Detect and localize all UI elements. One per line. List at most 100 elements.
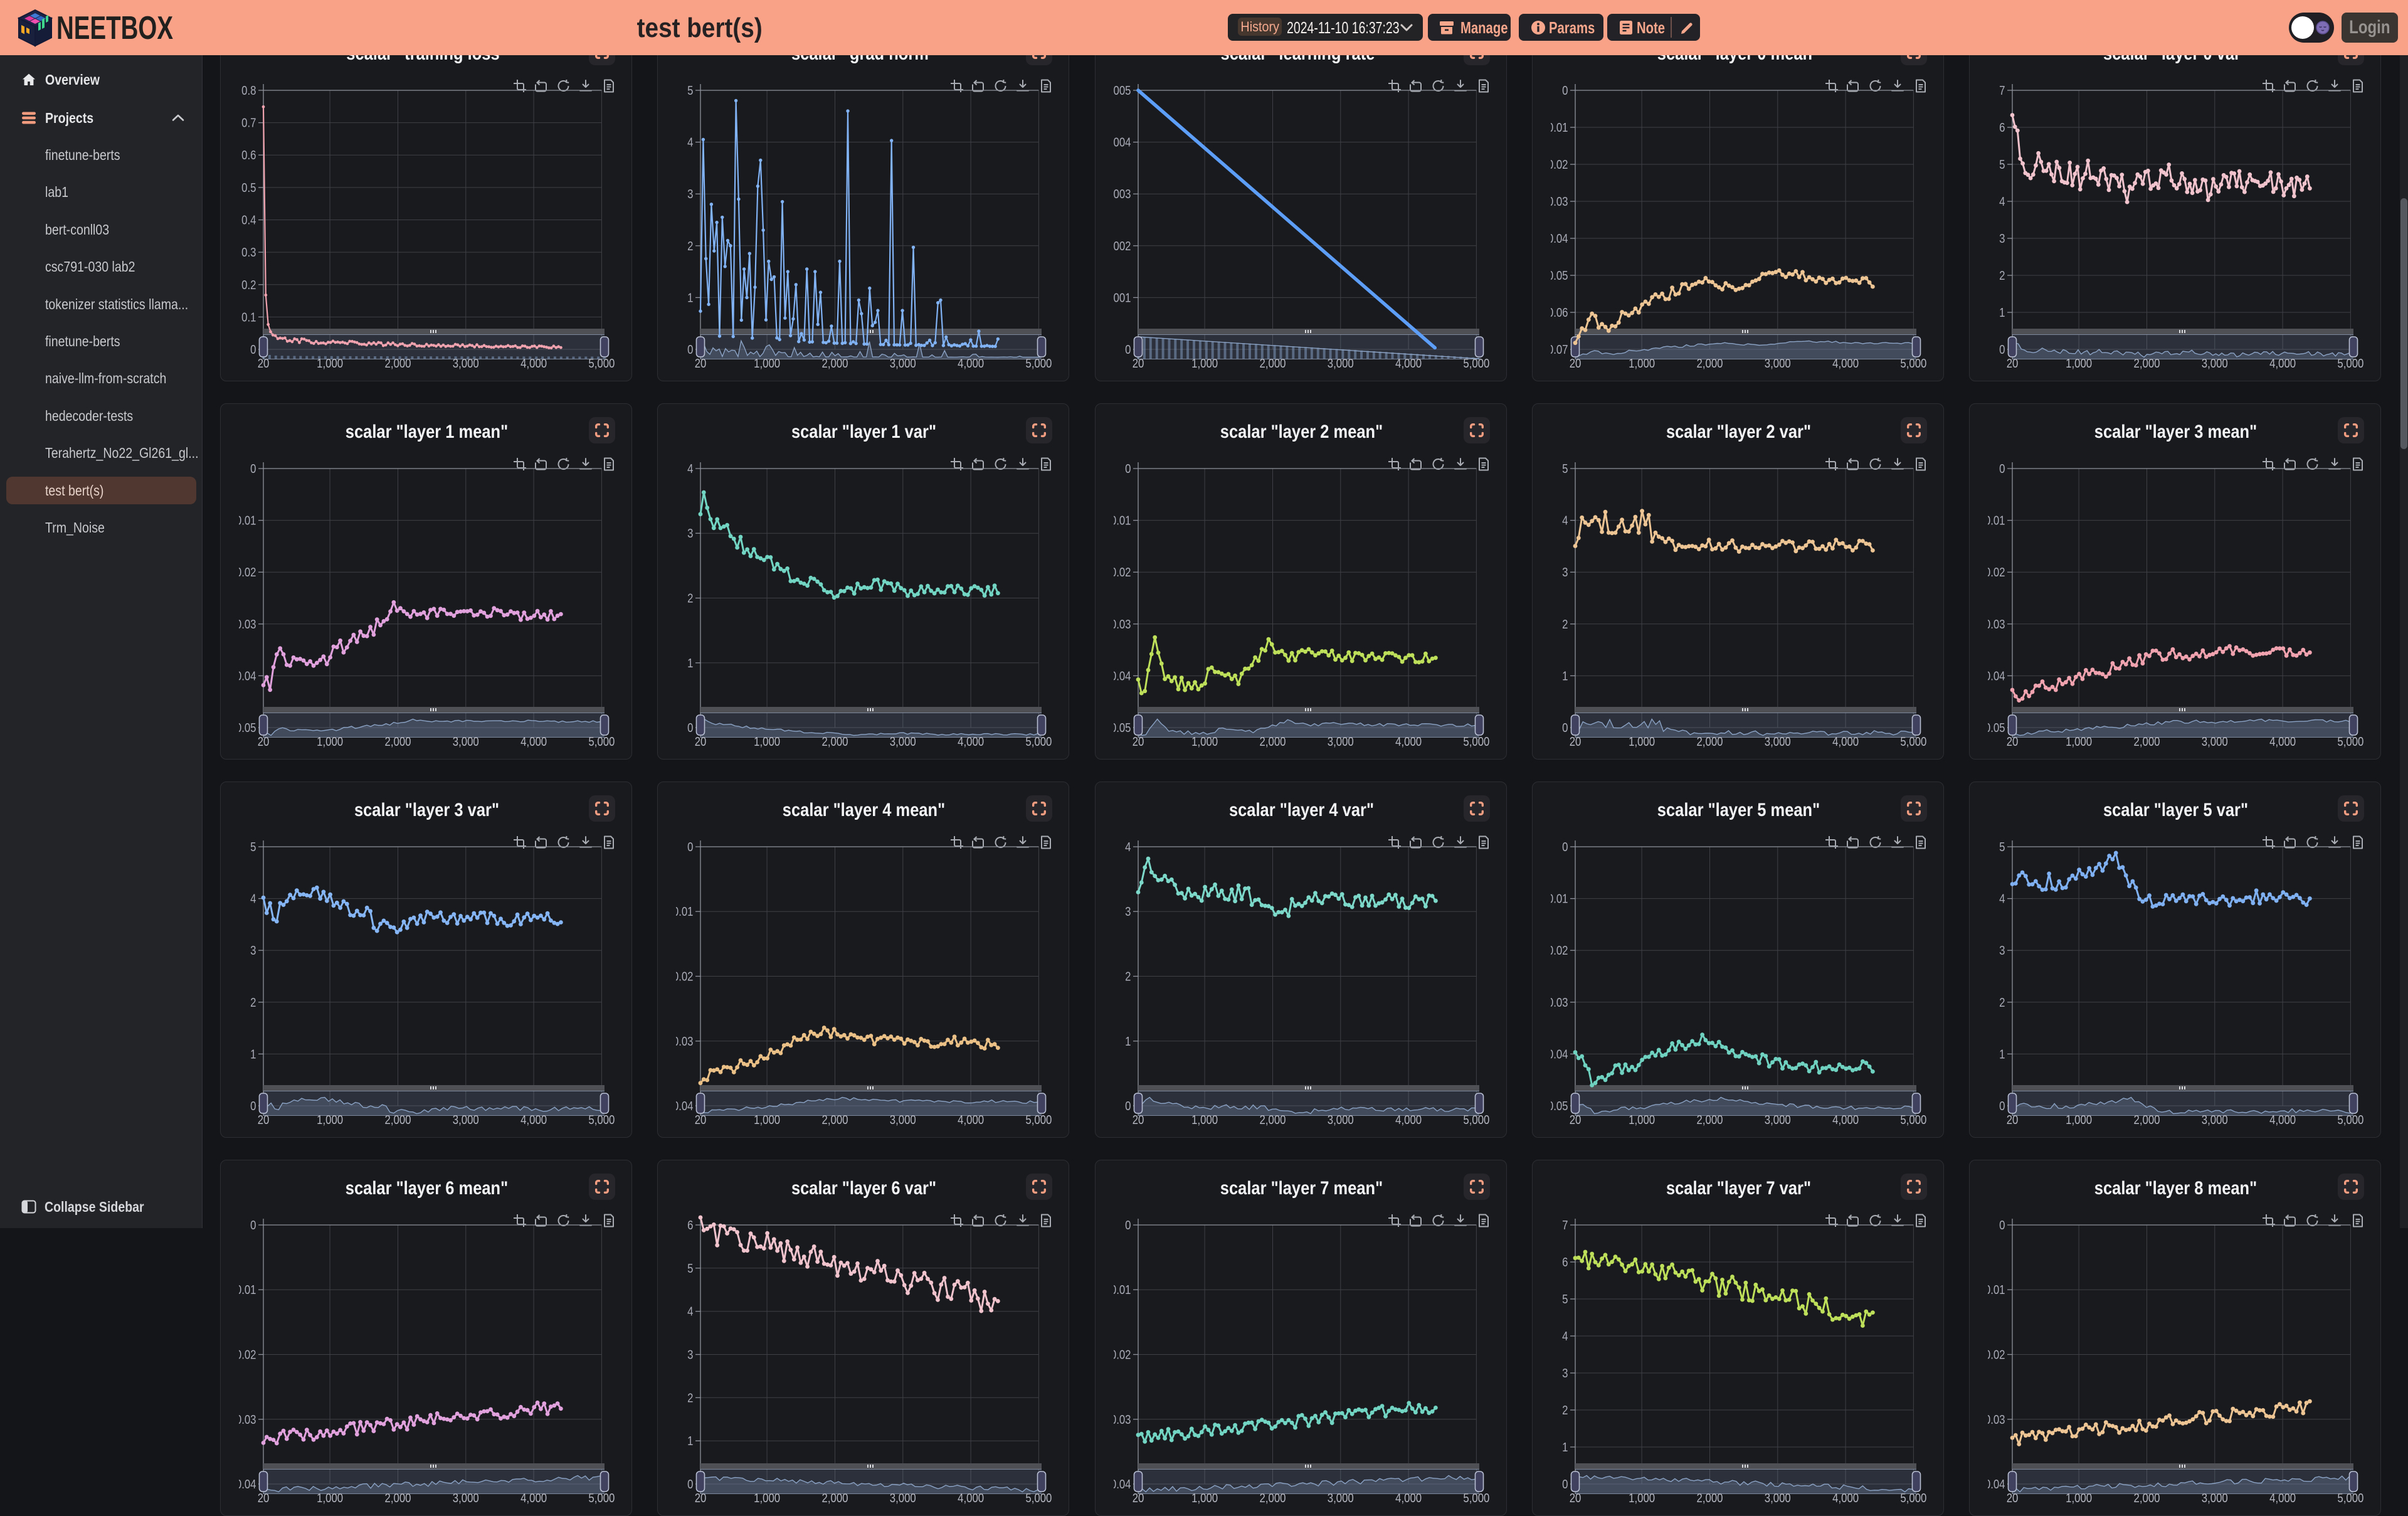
- svg-text:2,000: 2,000: [384, 734, 411, 749]
- svg-text:4,000: 4,000: [520, 1113, 547, 1127]
- svg-text:4: 4: [1999, 891, 2005, 906]
- svg-text:4,000: 4,000: [1395, 1113, 1422, 1127]
- svg-text:20: 20: [695, 356, 707, 371]
- svg-text:3: 3: [250, 943, 256, 958]
- svg-text:4,000: 4,000: [958, 356, 984, 371]
- svg-text:2,000: 2,000: [1696, 1113, 1723, 1127]
- svg-text:-0.01: -0.01: [232, 513, 256, 527]
- svg-text:4: 4: [1125, 840, 1131, 854]
- svg-text:5: 5: [1999, 840, 2005, 854]
- svg-text:-0.01: -0.01: [1107, 1283, 1131, 1297]
- svg-text:-0.05: -0.05: [1544, 268, 1568, 283]
- svg-text:6: 6: [1999, 120, 2005, 135]
- svg-text:3,000: 3,000: [2202, 1491, 2228, 1505]
- svg-text:4: 4: [687, 462, 693, 476]
- svg-text:4,000: 4,000: [958, 1113, 984, 1127]
- svg-text:0: 0: [1562, 1477, 1568, 1492]
- svg-text:0: 0: [1999, 462, 2005, 476]
- svg-text:0.5: 0.5: [241, 180, 256, 194]
- svg-text:5,000: 5,000: [588, 734, 615, 749]
- svg-text:2: 2: [687, 591, 693, 605]
- svg-text:5,000: 5,000: [2337, 734, 2363, 749]
- svg-text:5,000: 5,000: [1900, 1491, 1926, 1505]
- svg-text:-0.05: -0.05: [232, 721, 256, 735]
- svg-text:20: 20: [2007, 1113, 2019, 1127]
- svg-text:-0.06: -0.06: [1544, 305, 1568, 320]
- svg-text:5,000: 5,000: [1463, 734, 1489, 749]
- svg-text:-0.02: -0.02: [1981, 1347, 2005, 1362]
- svg-text:2: 2: [1562, 1403, 1568, 1418]
- svg-text:1,000: 1,000: [754, 1113, 780, 1127]
- svg-text:4,000: 4,000: [1832, 1491, 1859, 1505]
- svg-text:scalar "layer 1 mean": scalar "layer 1 mean": [346, 421, 508, 442]
- svg-text:6: 6: [1562, 1255, 1568, 1270]
- svg-text:0: 0: [1125, 1218, 1131, 1232]
- svg-text:-0.04: -0.04: [232, 669, 256, 683]
- svg-text:-0.04: -0.04: [1107, 669, 1131, 683]
- svg-text:-0.04: -0.04: [1544, 231, 1568, 246]
- svg-text:0: 0: [1999, 1218, 2005, 1232]
- svg-text:-0.01: -0.01: [1544, 120, 1568, 135]
- svg-text:4,000: 4,000: [520, 734, 547, 749]
- svg-text:scalar "layer 3 var": scalar "layer 3 var": [354, 799, 499, 820]
- svg-text:6: 6: [687, 1218, 693, 1232]
- svg-text:3,000: 3,000: [453, 1491, 479, 1505]
- svg-text:-0.04: -0.04: [1981, 669, 2005, 683]
- svg-text:2: 2: [687, 1391, 693, 1405]
- svg-text:1: 1: [1125, 1034, 1131, 1048]
- svg-text:0.004: 0.004: [1105, 135, 1131, 149]
- svg-text:scalar "layer 1 var": scalar "layer 1 var": [791, 421, 936, 442]
- svg-text:-0.03: -0.03: [669, 1034, 693, 1048]
- svg-text:scalar "layer 7 mean": scalar "layer 7 mean": [1220, 1177, 1383, 1198]
- svg-text:1,000: 1,000: [2066, 1113, 2092, 1127]
- svg-text:-0.02: -0.02: [669, 969, 693, 983]
- svg-text:1,000: 1,000: [754, 356, 780, 371]
- svg-text:5,000: 5,000: [1900, 734, 1926, 749]
- svg-text:0.4: 0.4: [241, 213, 256, 227]
- svg-text:5,000: 5,000: [588, 1113, 615, 1127]
- svg-text:20: 20: [1570, 1113, 1582, 1127]
- svg-text:3,000: 3,000: [1328, 1491, 1354, 1505]
- svg-text:20: 20: [258, 1113, 270, 1127]
- svg-text:0.7: 0.7: [241, 115, 256, 130]
- svg-text:20: 20: [1570, 1491, 1582, 1505]
- svg-text:20: 20: [695, 734, 707, 749]
- svg-text:0: 0: [687, 840, 693, 854]
- svg-text:4: 4: [687, 1304, 693, 1318]
- svg-text:5,000: 5,000: [588, 356, 615, 371]
- svg-text:4,000: 4,000: [520, 356, 547, 371]
- svg-text:4,000: 4,000: [520, 1491, 547, 1505]
- svg-text:1,000: 1,000: [754, 1491, 780, 1505]
- svg-text:1: 1: [1999, 1047, 2005, 1061]
- svg-text:-0.03: -0.03: [232, 1412, 256, 1426]
- svg-text:1,000: 1,000: [317, 734, 343, 749]
- svg-text:5,000: 5,000: [1025, 356, 1052, 371]
- svg-text:2,000: 2,000: [2133, 356, 2160, 371]
- svg-text:scalar "layer 2 mean": scalar "layer 2 mean": [1220, 421, 1383, 442]
- svg-text:1,000: 1,000: [317, 1491, 343, 1505]
- svg-text:0.3: 0.3: [241, 245, 256, 260]
- svg-text:2: 2: [1999, 995, 2005, 1009]
- svg-text:1: 1: [687, 655, 693, 670]
- svg-text:0: 0: [250, 1099, 256, 1113]
- svg-text:5,000: 5,000: [1463, 1491, 1489, 1505]
- svg-text:-0.03: -0.03: [1107, 617, 1131, 631]
- svg-text:20: 20: [2007, 356, 2019, 371]
- svg-text:5,000: 5,000: [1463, 1113, 1489, 1127]
- svg-text:0: 0: [250, 1218, 256, 1232]
- svg-text:4,000: 4,000: [2269, 1491, 2296, 1505]
- svg-text:scalar "layer 4 mean": scalar "layer 4 mean": [783, 799, 945, 820]
- svg-text:scalar "layer 4 var": scalar "layer 4 var": [1229, 799, 1374, 820]
- svg-text:5: 5: [1562, 462, 1568, 476]
- svg-text:-0.01: -0.01: [1107, 513, 1131, 527]
- svg-text:7: 7: [1562, 1218, 1568, 1232]
- svg-text:20: 20: [1570, 356, 1582, 371]
- svg-text:-0.01: -0.01: [669, 904, 693, 919]
- svg-text:2,000: 2,000: [1696, 734, 1723, 749]
- svg-text:-0.02: -0.02: [1544, 943, 1568, 958]
- svg-text:1: 1: [1562, 1440, 1568, 1455]
- svg-text:1: 1: [1562, 669, 1568, 683]
- svg-text:-0.02: -0.02: [232, 565, 256, 580]
- svg-text:1,000: 1,000: [1629, 734, 1655, 749]
- svg-text:20: 20: [258, 356, 270, 371]
